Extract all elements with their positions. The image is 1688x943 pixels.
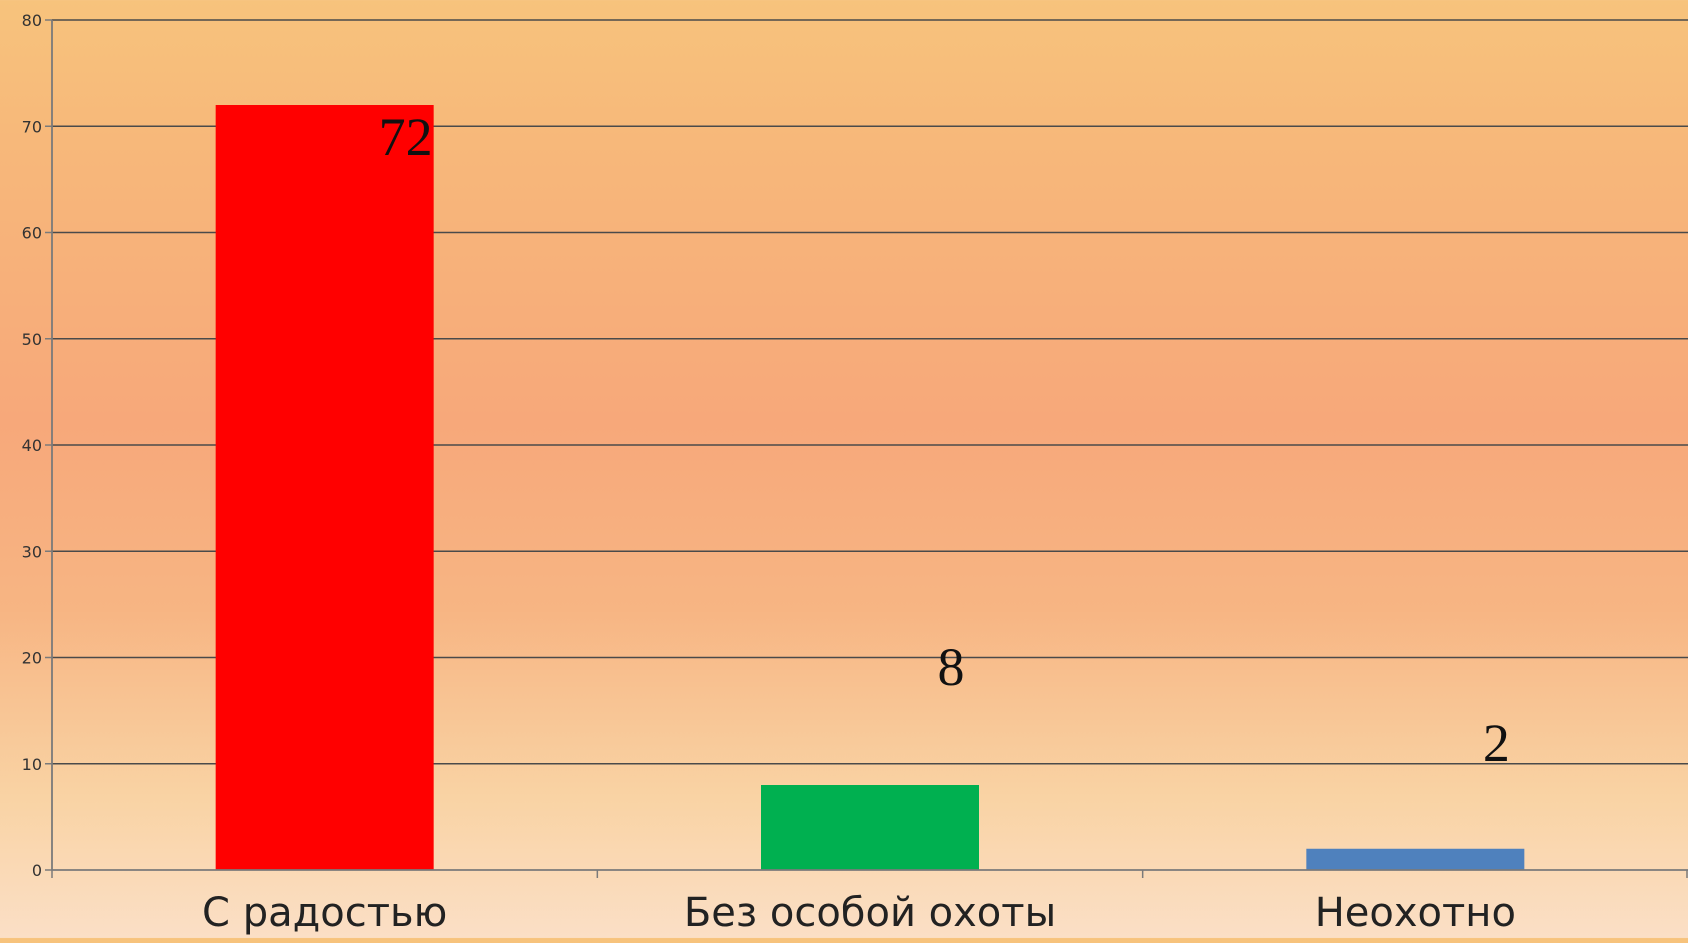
bar xyxy=(215,105,434,870)
x-tick-label: Неохотно xyxy=(1315,890,1516,936)
data-label: 8 xyxy=(938,637,965,697)
data-label: 2 xyxy=(1483,713,1510,773)
y-tick-label: 50 xyxy=(22,330,42,349)
bar xyxy=(761,785,979,870)
axes xyxy=(45,19,1688,878)
bars xyxy=(215,105,1525,870)
y-tick-label: 20 xyxy=(22,649,42,668)
y-tick-label: 30 xyxy=(22,542,42,561)
y-tick-label: 40 xyxy=(22,436,42,455)
data-label: 72 xyxy=(379,107,433,167)
y-tick-label: 80 xyxy=(22,11,42,30)
x-tick-label: Без особой охоты xyxy=(684,890,1056,936)
y-tick-label: 10 xyxy=(22,755,42,774)
y-tick-labels: 0 10 20 30 40 50 60 70 80 xyxy=(22,11,42,880)
data-labels: 72 8 2 xyxy=(379,107,1510,773)
y-tick-label: 60 xyxy=(22,224,42,243)
y-tick-label: 70 xyxy=(22,117,42,136)
bar xyxy=(1306,848,1525,870)
x-tick-label: С радостью xyxy=(202,890,447,936)
y-tick-label: 0 xyxy=(32,861,42,880)
x-tick-labels: С радостью Без особой охоты Неохотно xyxy=(202,890,1516,936)
